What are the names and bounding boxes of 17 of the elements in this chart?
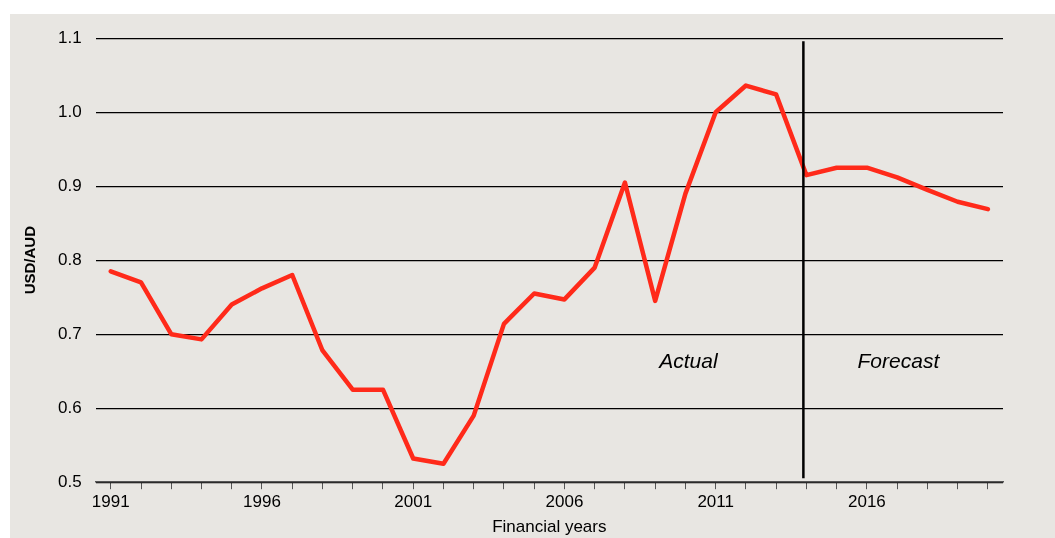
y-tick-label: 1.0	[57, 101, 82, 121]
y-axis-title: USD/AUD	[21, 225, 39, 295]
x-tick-label: 2001	[394, 492, 433, 512]
x-tick-label: 2016	[847, 492, 886, 512]
x-tick-label: 2011	[697, 492, 734, 512]
y-tick-label: 0.5	[57, 471, 82, 491]
y-tick-label: 0.8	[57, 249, 82, 269]
y-tick-label: 1.1	[57, 27, 82, 47]
y-tick-label: 0.7	[57, 323, 82, 343]
annotation: Actual	[657, 349, 719, 373]
y-tick-label: 0.9	[57, 175, 82, 195]
annotation: Forecast	[857, 349, 941, 373]
x-tick-label: 1996	[243, 492, 281, 512]
x-axis-title: Financial years	[492, 517, 607, 537]
x-tick-label: 1991	[91, 492, 130, 512]
x-tick-label: 2006	[545, 492, 584, 512]
y-tick-label: 0.6	[57, 397, 82, 417]
